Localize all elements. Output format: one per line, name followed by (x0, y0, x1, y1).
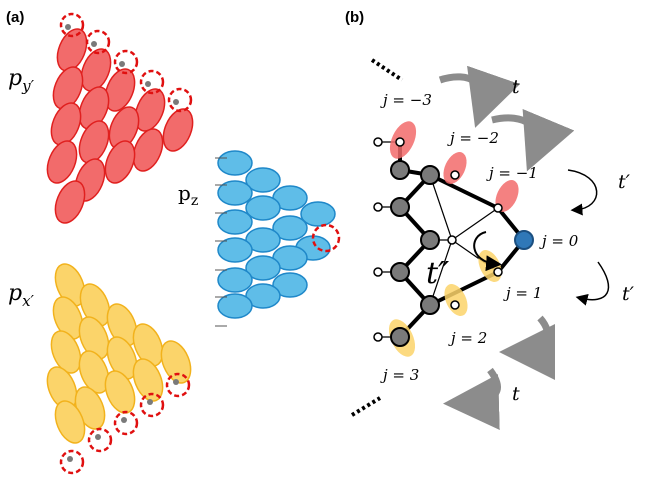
site-label-j-minus3: j = −3 (380, 91, 432, 109)
py-orbital (132, 128, 164, 172)
pz-orbital (217, 293, 253, 319)
hopping-t-prime-bottom: t′ (622, 283, 635, 305)
pz-orbital (245, 255, 281, 281)
t-hopping-arrows (438, 65, 575, 430)
py-orbital (104, 140, 136, 184)
py-edge-site (145, 81, 151, 87)
px-edge-ring (139, 392, 165, 418)
px-orbital (78, 350, 110, 394)
hopping-t-bottom: t (512, 383, 520, 405)
px-edge-site (95, 434, 101, 440)
pz-orbital (217, 209, 253, 235)
px-orbital (132, 358, 164, 402)
pz-orbital (272, 272, 308, 298)
orbital-j-minus1 (495, 180, 519, 212)
py-edge-site (65, 24, 71, 30)
hopping-t-prime-top: t′ (618, 171, 631, 193)
py-orbital (104, 68, 136, 112)
px-orbital (160, 340, 192, 384)
chain-ellipsis-top (370, 58, 404, 82)
py-orbital (46, 140, 78, 184)
py-orbital (78, 120, 110, 164)
t-double-prime-arrow (473, 231, 502, 272)
pz-orbital (300, 201, 336, 227)
px-orbital (54, 263, 86, 307)
px-edge-site (121, 417, 127, 423)
t-prime-arrows (567, 169, 610, 306)
pz-orbital (245, 167, 281, 193)
pz-orbital (245, 195, 281, 221)
pz-orbital (217, 267, 253, 293)
site-label-j-minus1: j = −1 (486, 164, 538, 182)
pz-orbital (217, 150, 253, 176)
pz-label: pz (178, 181, 198, 209)
panel-a-label: (a) (6, 9, 24, 26)
px-orbital-lattice (46, 263, 192, 475)
px-label: px′ (8, 281, 35, 310)
px-orbital (50, 330, 82, 374)
px-edge-ring (113, 410, 139, 436)
px-edge-ring (87, 427, 113, 453)
pz-orbital-lattice (215, 150, 341, 327)
hopping-t-top: t (512, 76, 520, 98)
hopping-t-double-prime: t″ (426, 256, 450, 291)
px-orbital (54, 400, 86, 444)
px-orbital (78, 316, 110, 360)
chain-atoms (373, 137, 534, 347)
site-label-j2: j = 2 (448, 329, 487, 347)
chain-ellipsis-bottom (350, 396, 382, 417)
py-edge-ring (167, 87, 193, 113)
py-orbital-lattice (46, 12, 194, 224)
center-site-j0 (514, 230, 534, 250)
px-edge-site (67, 456, 73, 462)
py-orbital (54, 180, 86, 224)
px-orbital (52, 296, 84, 340)
py-orbital (50, 102, 82, 146)
px-orbital (132, 323, 164, 367)
site-label-j0: j = 0 (539, 232, 579, 250)
zigzag-chain: j = −3 j = −2 j = −1 j = 0 j = 1 j = 2 j… (350, 58, 635, 430)
px-orbital (104, 370, 136, 414)
py-orbital (78, 86, 110, 130)
py-edge-site (119, 61, 125, 67)
py-edge-site (91, 41, 97, 47)
pz-edge-ring (311, 223, 341, 253)
py-orbital (162, 108, 194, 152)
py-edge-site (173, 99, 179, 105)
py-orbital (56, 28, 88, 72)
px-edge-ring (165, 372, 191, 398)
py-label: py′ (8, 66, 35, 95)
site-label-j-minus2: j = −2 (447, 129, 499, 147)
px-edge-site (147, 399, 153, 405)
panel-b-label: (b) (345, 9, 364, 26)
px-orbital (106, 336, 138, 380)
py-edge-ring (85, 29, 111, 55)
py-edge-ring (139, 69, 165, 95)
site-label-j1: j = 1 (503, 284, 542, 302)
py-edge-ring (59, 12, 85, 38)
site-label-j3: j = 3 (380, 366, 419, 384)
px-orbital (79, 283, 111, 327)
px-edge-ring (59, 449, 85, 475)
pz-orbital (217, 180, 253, 206)
px-edge-site (173, 379, 179, 385)
py-edge-ring (113, 49, 139, 75)
pz-orbital (217, 237, 253, 263)
pz-orbital (272, 215, 308, 241)
orbital-j-2 (444, 284, 468, 316)
orbital-j-minus2 (443, 152, 467, 184)
